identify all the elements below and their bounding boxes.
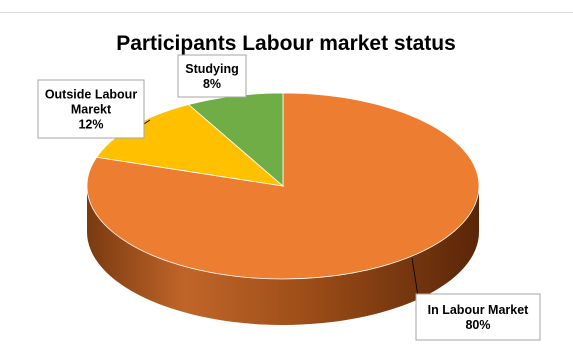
data-label-2: Studying 8% <box>185 62 238 91</box>
data-label-1: Outside Labour Marekt 12% <box>45 88 138 132</box>
data-label-category: Studying <box>185 62 238 76</box>
data-label-value: 8% <box>203 77 221 91</box>
data-label-category: Marekt <box>71 103 112 117</box>
label-leader-1 <box>143 119 151 125</box>
label-box-1 <box>37 79 145 139</box>
data-label-category: In Labour Market <box>428 303 530 317</box>
data-label-value: 12% <box>78 118 103 132</box>
data-labels: In Labour Market 80% Outside Labour Marekt 1… <box>37 54 541 341</box>
label-leader-0 <box>411 257 419 297</box>
chart-title: Participants Labour market status <box>116 32 456 55</box>
pie-slices <box>86 92 480 280</box>
label-box-2 <box>177 54 247 98</box>
pie-side-0 <box>87 186 479 325</box>
pie-sides <box>87 186 479 325</box>
label-box-0 <box>415 293 541 341</box>
top-divider <box>0 12 573 13</box>
data-label-value: 80% <box>465 318 490 332</box>
data-label-category: Outside Labour <box>45 88 138 102</box>
data-label-0: In Labour Market 80% <box>428 303 530 332</box>
